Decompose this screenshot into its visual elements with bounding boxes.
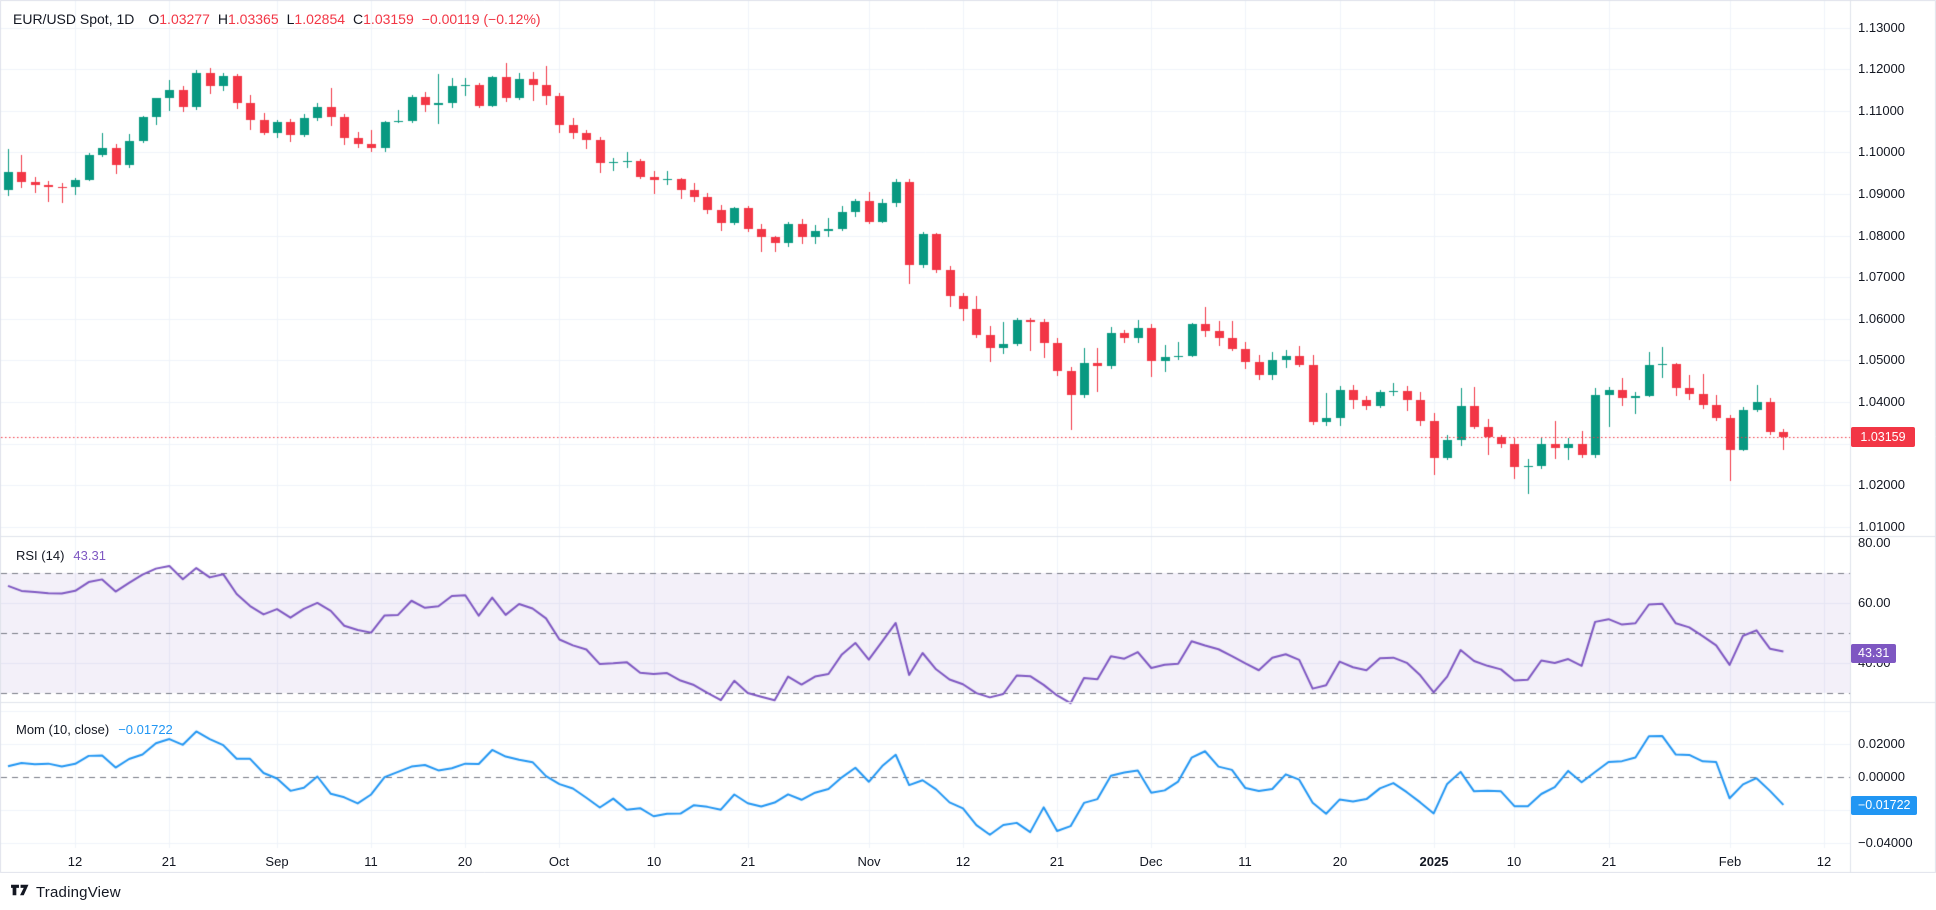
price-tick-label: 1.04000 bbox=[1858, 394, 1905, 409]
price-tick-label: 1.10000 bbox=[1858, 144, 1905, 159]
time-tick-label: 21 bbox=[1601, 854, 1617, 869]
time-tick-label: 11 bbox=[1238, 854, 1252, 869]
time-tick-label: 21 bbox=[1049, 854, 1065, 869]
price-tick-label: 1.08000 bbox=[1858, 228, 1905, 243]
rsi-tick-label: 80.00 bbox=[1858, 535, 1891, 550]
time-tick-label: 10 bbox=[1506, 854, 1522, 869]
price-tick-label: 1.02000 bbox=[1858, 477, 1905, 492]
time-tick-label: 21 bbox=[161, 854, 177, 869]
time-tick-label: Dec bbox=[1139, 854, 1163, 869]
mom-tick-label: 0.00000 bbox=[1858, 769, 1905, 784]
price-tick-label: 1.07000 bbox=[1858, 269, 1905, 284]
symbol-title[interactable]: EUR/USD Spot, 1D bbox=[13, 11, 135, 27]
price-tick-label: 1.13000 bbox=[1858, 20, 1905, 35]
time-tick-label: 11 bbox=[364, 854, 378, 869]
time-tick-label: Oct bbox=[548, 854, 570, 869]
chart-canvas[interactable] bbox=[0, 0, 1936, 873]
price-tick-label: 1.12000 bbox=[1858, 61, 1905, 76]
price-tick-label: 1.06000 bbox=[1858, 311, 1905, 326]
rsi-legend[interactable]: RSI (14) 43.31 bbox=[16, 548, 106, 563]
momentum-legend[interactable]: Mom (10, close) −0.01722 bbox=[16, 722, 173, 737]
price-tick-label: 1.01000 bbox=[1858, 519, 1905, 534]
time-tick-label: 20 bbox=[457, 854, 473, 869]
rsi-tick-label: 60.00 bbox=[1858, 595, 1891, 610]
time-tick-label: Feb bbox=[1718, 854, 1742, 869]
tradingview-attribution[interactable]: TradingView bbox=[10, 882, 121, 903]
momentum-value-badge: −0.01722 bbox=[1851, 796, 1918, 815]
time-tick-label: 2025 bbox=[1419, 854, 1449, 869]
time-tick-label: 12 bbox=[1816, 854, 1832, 869]
rsi-title: RSI (14) bbox=[16, 548, 65, 563]
time-tick-label: Sep bbox=[265, 854, 289, 869]
mom-tick-label: −0.04000 bbox=[1858, 835, 1913, 850]
time-tick-label: 20 bbox=[1332, 854, 1348, 869]
momentum-title: Mom (10, close) bbox=[16, 722, 110, 737]
time-tick-label: 21 bbox=[740, 854, 756, 869]
last-price-badge: 1.03159 bbox=[1851, 427, 1915, 447]
time-axis[interactable]: 12 21 Sep 11 20 Oct 10 21 Nov 12 21 Dec 11 20 2025 10 21… bbox=[0, 852, 1850, 872]
price-tick-label: 1.11000 bbox=[1858, 103, 1905, 118]
rsi-value-badge: 43.31 bbox=[1851, 644, 1897, 663]
time-tick-label: Nov bbox=[857, 854, 881, 869]
rsi-value: 43.31 bbox=[73, 548, 106, 563]
momentum-value: −0.01722 bbox=[118, 722, 173, 737]
mom-tick-label: 0.02000 bbox=[1858, 736, 1905, 751]
ohlc-low: L1.02854 bbox=[286, 11, 346, 27]
time-tick-label: 12 bbox=[955, 854, 971, 869]
change-value: −0.00119 (−0.12%) bbox=[421, 11, 541, 27]
price-tick-label: 1.09000 bbox=[1858, 186, 1905, 201]
ohlc-open: O1.03277 bbox=[148, 11, 210, 27]
price-tick-label: 1.05000 bbox=[1858, 352, 1905, 367]
symbol-legend[interactable]: EUR/USD Spot, 1D O1.03277 H1.03365 L1.02… bbox=[13, 11, 541, 27]
tradingview-logo-text: TradingView bbox=[36, 884, 121, 901]
ohlc-high: H1.03365 bbox=[217, 11, 279, 27]
ohlc-close: C1.03159 bbox=[353, 11, 414, 27]
time-tick-label: 10 bbox=[646, 854, 662, 869]
tradingview-logo-icon bbox=[10, 882, 29, 903]
time-tick-label: 12 bbox=[67, 854, 83, 869]
